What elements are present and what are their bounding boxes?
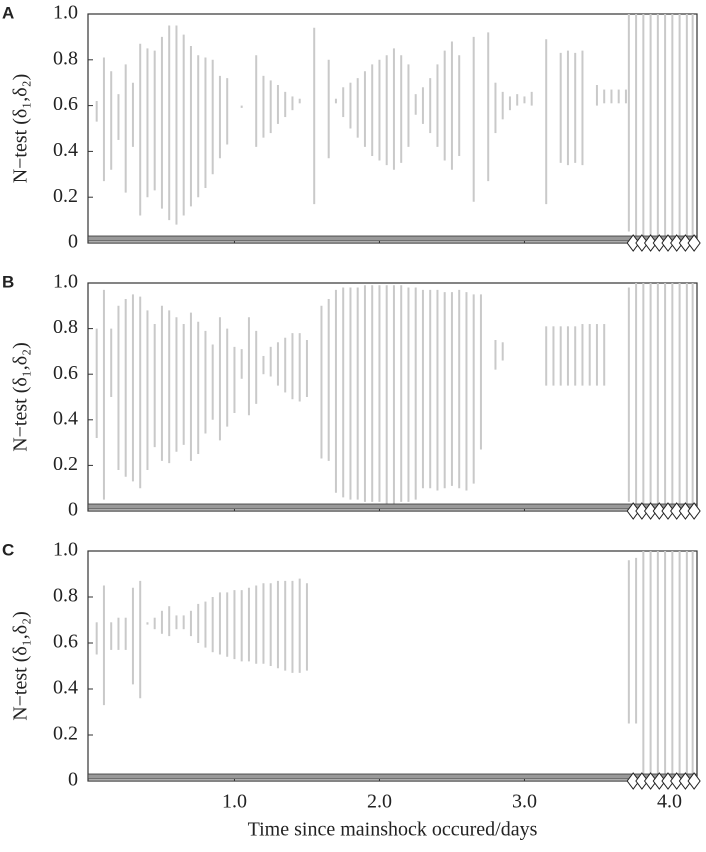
baseline-band (87, 773, 698, 780)
baseline-band (87, 235, 698, 242)
diamond-marker (626, 772, 640, 790)
y-axis-label: N−test (δ₁,δ₂) (10, 74, 32, 184)
diamond-marker (652, 502, 666, 520)
diamond-marker (670, 234, 684, 252)
y-tick-label: 0.6 (53, 362, 78, 384)
panel-label: B (2, 272, 14, 291)
diamond-marker (635, 502, 649, 520)
y-tick-label: 0.2 (53, 723, 78, 745)
y-tick-label: 0 (68, 769, 78, 791)
diamond-marker (661, 502, 675, 520)
y-tick-label: 0.2 (53, 453, 78, 475)
diamond-marker (635, 772, 649, 790)
plot-frame (87, 550, 698, 782)
diamond-marker (670, 502, 684, 520)
diamond-marker (661, 772, 675, 790)
diamond-marker (643, 502, 658, 520)
plot-frame (87, 13, 698, 244)
y-tick-label: 0 (68, 231, 78, 253)
diamond-marker (652, 772, 666, 790)
y-tick-label: 1.0 (53, 271, 78, 293)
diamond-marker (678, 502, 693, 520)
diamond-marker (635, 234, 649, 252)
panel-label: A (2, 3, 14, 22)
diamond-marker (687, 772, 701, 790)
x-tick-label: 3.0 (512, 791, 537, 813)
y-tick-label: 0 (68, 499, 78, 521)
y-tick-label: 0.8 (53, 47, 78, 69)
x-axis-label: Time since mainshock occured/days (248, 819, 538, 841)
y-tick-label: 1.0 (53, 539, 78, 561)
y-tick-label: 0.8 (53, 585, 78, 607)
diamond-marker (643, 772, 658, 790)
diamond-marker (678, 234, 693, 252)
diamond-marker (626, 234, 640, 252)
y-tick-label: 0.4 (53, 677, 78, 699)
diamond-marker (661, 234, 675, 252)
panel-label: C (2, 540, 14, 559)
diamond-marker (687, 502, 701, 520)
diamond-marker (687, 234, 701, 252)
diamond-marker (678, 772, 693, 790)
y-tick-label: 0.6 (53, 631, 78, 653)
y-tick-label: 0.4 (53, 407, 78, 429)
y-tick-label: 0.4 (53, 139, 78, 161)
x-tick-label: 2.0 (367, 791, 392, 813)
y-tick-label: 0.6 (53, 93, 78, 115)
y-tick-label: 1.0 (53, 2, 78, 24)
x-tick-label: 1.0 (222, 791, 247, 813)
plot-frame (87, 282, 698, 512)
x-tick-label: 4.0 (657, 791, 682, 813)
y-axis-label: N−test (δ₁,δ₂) (10, 342, 32, 452)
diamond-marker (670, 772, 684, 790)
diamond-marker (652, 234, 666, 252)
y-tick-label: 0.2 (53, 185, 78, 207)
y-axis-label: N−test (δ₁,δ₂) (10, 611, 32, 721)
diamond-marker (626, 502, 640, 520)
baseline-band (87, 503, 698, 510)
y-tick-label: 0.8 (53, 316, 78, 338)
diamond-marker (643, 234, 658, 252)
